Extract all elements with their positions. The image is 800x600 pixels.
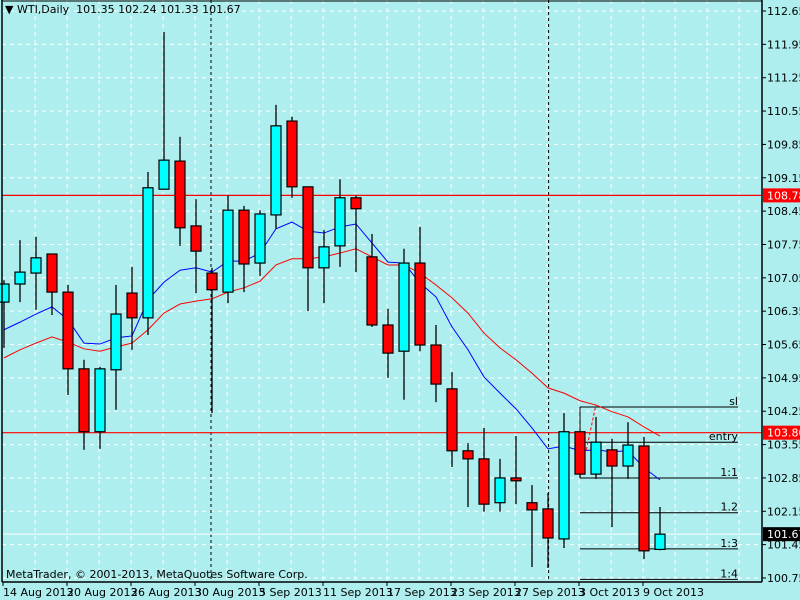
symbol-label: WTI,Daily [16, 3, 70, 16]
candle-bull [222, 209, 234, 293]
candle-bull [0, 283, 10, 303]
candle-bull [110, 313, 122, 371]
y-tick-label: 108.45 [767, 205, 800, 218]
bid-price-label: 101.67 [767, 528, 800, 541]
triangle-down-icon[interactable]: ▼ [5, 3, 14, 16]
candle-bear [286, 120, 298, 188]
y-tick-label: 109.85 [767, 138, 800, 151]
y-tick-label: 105.65 [767, 339, 800, 352]
candle-bear [62, 291, 74, 370]
candle-bear [190, 225, 202, 252]
candle-bear [510, 477, 522, 482]
bid-price-label-bg [763, 527, 800, 542]
x-tick-label: 17 Sep 2013 [387, 586, 457, 599]
y-tick-label: 107.05 [767, 272, 800, 285]
candle-bull [622, 444, 634, 467]
candle-bull [494, 477, 506, 504]
trend-line-dashed [585, 404, 597, 450]
candle-bear [206, 272, 218, 291]
candle-bear [350, 197, 362, 210]
y-tick-label: 100.75 [767, 572, 800, 585]
x-tick-label: 14 Aug 2013 [3, 586, 73, 599]
candle-bull [398, 262, 410, 352]
candle-bear [446, 388, 458, 452]
x-tick-label: 9 Oct 2013 [643, 586, 704, 599]
candle-bear [238, 209, 250, 265]
hline-price-label-bg [763, 188, 800, 203]
y-tick-label: 111.25 [767, 72, 800, 85]
candle-bear [606, 449, 618, 467]
x-tick-label: 30 Aug 2013 [195, 586, 265, 599]
candle-bear [462, 450, 474, 460]
y-tick-label: 101.45 [767, 539, 800, 552]
candle-bear [542, 508, 554, 539]
y-tick-label: 110.55 [767, 105, 800, 118]
level-label: sl [729, 395, 738, 408]
x-tick-label: 26 Aug 2013 [131, 586, 201, 599]
x-tick-label: 5 Sep 2013 [259, 586, 322, 599]
level-label: 1:1 [720, 466, 738, 479]
y-tick-label: 104.95 [767, 372, 800, 385]
copyright-text: MetaTrader, © 2001-2013, MetaQuotes Soft… [6, 568, 308, 581]
hline-price-label: 103.80 [767, 427, 800, 440]
candle-bear [126, 292, 138, 319]
x-tick-label: 23 Sep 2013 [451, 586, 521, 599]
level-label: 1.2 [721, 501, 739, 514]
y-tick-label: 104.25 [767, 405, 800, 418]
candle-bull [558, 431, 570, 540]
y-tick-label: 107.75 [767, 238, 800, 251]
y-tick-label: 109.15 [767, 172, 800, 185]
y-tick-label: 102.15 [767, 505, 800, 518]
x-tick-label: 27 Sep 2013 [515, 586, 585, 599]
candle-bull [158, 159, 170, 190]
candle-bull [254, 213, 266, 264]
candle-bear [302, 186, 314, 269]
candle-bull [270, 125, 282, 216]
candle-bear [574, 431, 586, 475]
candle-bull [590, 441, 602, 475]
hline-price-label-bg [763, 425, 800, 440]
candle-bull [30, 257, 42, 274]
candle-bear [174, 160, 186, 229]
candle-bear [638, 445, 650, 552]
candle-bear [78, 368, 90, 433]
candle-bull [94, 368, 106, 433]
y-tick-label: 102.85 [767, 472, 800, 485]
candle-bear [46, 253, 58, 293]
candle-bull [334, 197, 346, 247]
candle-bear [430, 344, 442, 385]
x-tick-label: 20 Aug 2013 [67, 586, 137, 599]
candle-bear [366, 256, 378, 326]
candle-bear [478, 458, 490, 505]
candle-bear [526, 502, 538, 511]
hline-price-label: 108.78 [767, 189, 800, 202]
y-tick-label: 111.95 [767, 38, 800, 51]
y-tick-label: 112.65 [767, 5, 800, 18]
chart-header: ▼ WTI,Daily 101.35 102.24 101.33 101.67 [5, 3, 241, 16]
candle-bear [382, 324, 394, 354]
level-label: 1:4 [720, 567, 738, 580]
candle-bull [142, 187, 154, 319]
y-tick-label: 103.55 [767, 439, 800, 452]
candle-bull [14, 271, 26, 285]
level-label: entry [709, 430, 739, 443]
y-tick-label: 106.35 [767, 305, 800, 318]
candle-bull [318, 246, 330, 269]
ohlc-readout: 101.35 102.24 101.33 101.67 [76, 3, 241, 16]
x-tick-label: 11 Sep 2013 [323, 586, 393, 599]
x-tick-label: 3 Oct 2013 [579, 586, 640, 599]
candle-bear [414, 262, 426, 346]
level-label: 1:3 [720, 537, 738, 550]
candle-bull [654, 533, 666, 551]
